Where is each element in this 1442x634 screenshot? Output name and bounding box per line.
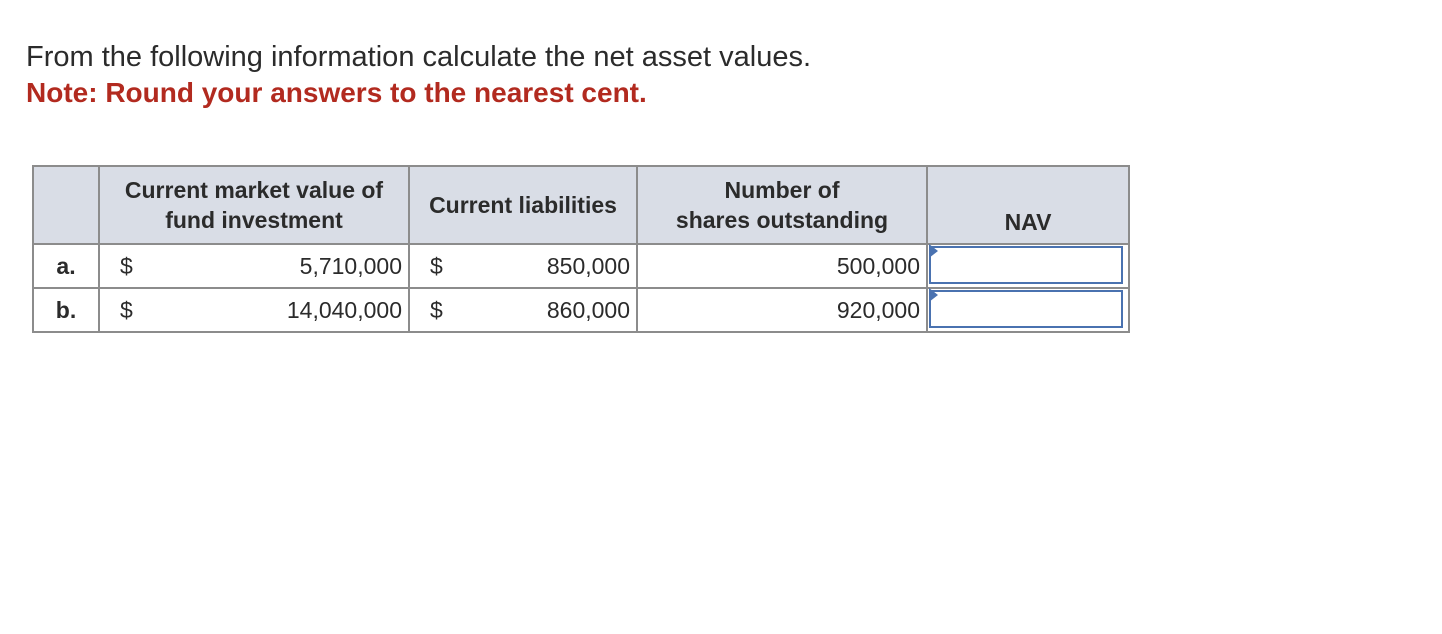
currency-symbol: $ <box>120 253 133 279</box>
liabilities-value: 850,000 <box>546 253 630 279</box>
liabilities-cell: $ 860,000 <box>408 287 638 333</box>
market-value-cell: $ 5,710,000 <box>98 243 410 289</box>
nav-input-b[interactable] <box>929 290 1123 328</box>
header-market-value: Current market value of fund investment <box>98 165 410 245</box>
header-shares-line2: shares outstanding <box>675 207 889 233</box>
shares-value: 920,000 <box>636 287 928 333</box>
table-row: a. $ 5,710,000 $ 850,000 500,000 <box>32 243 1130 289</box>
header-market-value-line1: Current market value of <box>124 177 384 203</box>
answer-flag-icon <box>929 244 938 258</box>
question-prompt: From the following information calculate… <box>26 41 812 73</box>
table-row: b. $ 14,040,000 $ 860,000 920,000 <box>32 287 1130 333</box>
currency-symbol: $ <box>430 297 443 323</box>
header-nav-label: NAV <box>1004 209 1052 235</box>
header-liabilities: Current liabilities <box>408 165 638 245</box>
answer-flag-icon <box>929 288 938 302</box>
table-header-row: Current market value of fund investment … <box>32 165 1130 245</box>
row-label: a. <box>32 243 100 289</box>
header-row-label <box>32 165 100 245</box>
market-value: 14,040,000 <box>286 297 402 323</box>
row-label: b. <box>32 287 100 333</box>
shares-value: 500,000 <box>636 243 928 289</box>
rounding-note: Note: Round your answers to the nearest … <box>26 77 647 108</box>
market-value-cell: $ 14,040,000 <box>98 287 410 333</box>
header-market-value-line2: fund investment <box>165 207 343 233</box>
currency-symbol: $ <box>120 297 133 323</box>
nav-cell <box>926 243 1130 289</box>
market-value: 5,710,000 <box>299 253 402 279</box>
header-shares-line1: Number of <box>724 177 840 203</box>
liabilities-cell: $ 850,000 <box>408 243 638 289</box>
liabilities-value: 860,000 <box>546 297 630 323</box>
nav-input-a[interactable] <box>929 246 1123 284</box>
nav-cell <box>926 287 1130 333</box>
currency-symbol: $ <box>430 253 443 279</box>
nav-table: Current market value of fund investment … <box>32 165 1130 333</box>
header-nav: NAV <box>926 165 1130 245</box>
header-shares: Number of shares outstanding <box>636 165 928 245</box>
